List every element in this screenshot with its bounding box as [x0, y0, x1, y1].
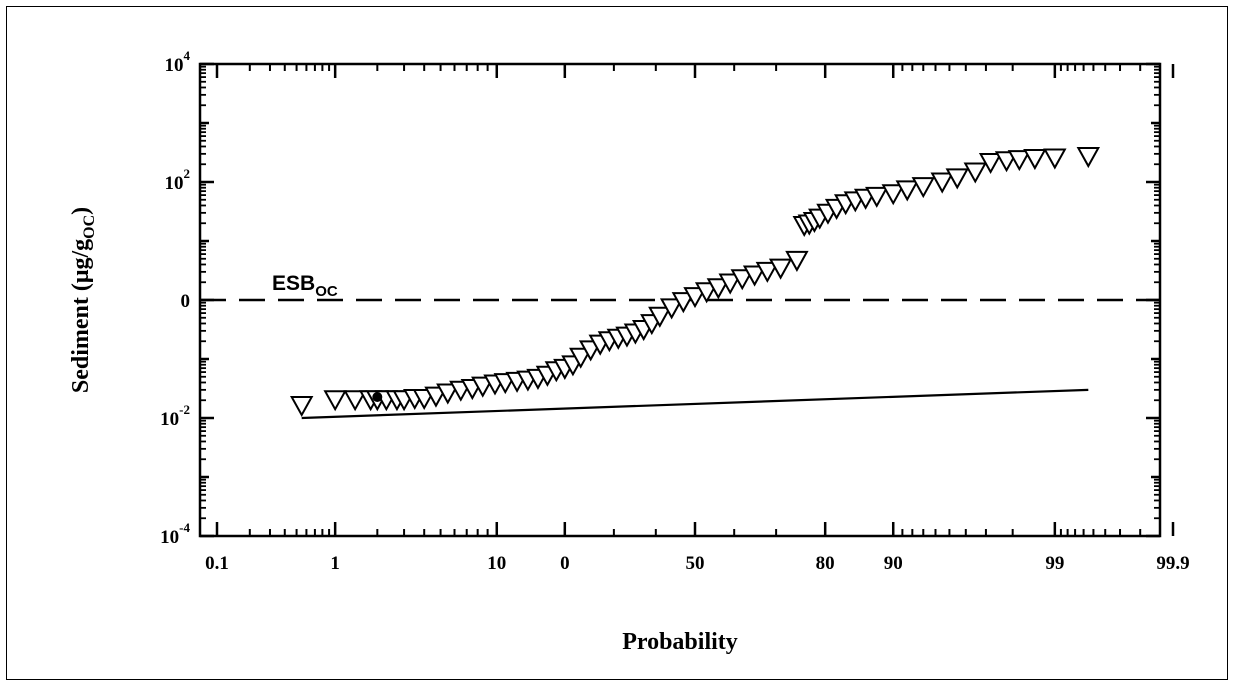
data-point-33	[648, 306, 672, 328]
data-markers	[289, 147, 1101, 418]
data-point-1	[323, 390, 347, 412]
data-point-63	[1007, 150, 1032, 172]
data-point-0	[289, 395, 314, 418]
data-point-66	[1076, 147, 1101, 169]
data-point-56	[895, 180, 919, 202]
data-point-39	[718, 273, 742, 295]
filled-data-point	[372, 391, 383, 402]
data-point-60	[963, 162, 987, 184]
y-tick-label-4: 104	[165, 48, 191, 76]
y-axis-title: Sediment (μg/gOC)	[68, 207, 98, 393]
data-point-2	[343, 390, 367, 412]
solid-reference-line	[301, 388, 1089, 420]
y-tick-label-3: 102	[165, 166, 191, 194]
x-tick-labels: 0.1 1 10 0 50 80 90 99 99.9	[205, 553, 1190, 574]
y-axis-title-close: )	[68, 207, 94, 215]
data-point-44	[785, 250, 809, 272]
esb-label-sub: OC	[315, 283, 338, 300]
data-point-54	[865, 186, 889, 208]
data-point-11	[436, 383, 460, 405]
data-point-59	[945, 168, 969, 190]
x-tick-label-0: 0.1	[205, 553, 229, 574]
data-point-43	[768, 258, 793, 280]
data-point-64	[1023, 149, 1047, 171]
data-point-36	[683, 287, 707, 309]
y-tick-label-0: 10-4	[160, 520, 190, 548]
x-tick-label-7: 99	[1045, 553, 1064, 574]
data-point-38	[706, 278, 731, 300]
y-axis-title-main: Sediment (μg/g	[68, 239, 94, 393]
x-axis-title: Probability	[622, 629, 738, 655]
data-point-40	[730, 269, 754, 291]
x-tick-label-2: 10	[487, 553, 506, 574]
data-point-65	[1043, 148, 1067, 170]
data-point-55	[881, 184, 905, 206]
axis-ticks	[200, 62, 1175, 538]
x-tick-label-8: 99.9	[1156, 553, 1189, 574]
y-tick-label-1: 10-2	[160, 402, 190, 430]
data-point-34	[659, 298, 684, 320]
data-point-61	[978, 152, 1003, 175]
data-point-58	[930, 172, 954, 194]
y-tick-label-2: 0	[181, 291, 191, 312]
x-tick-label-1: 1	[330, 553, 340, 574]
x-tick-label-6: 90	[884, 553, 903, 574]
y-axis-title-sub: OC	[81, 215, 98, 239]
data-point-37	[694, 282, 719, 304]
data-point-42	[755, 261, 780, 283]
data-point-41	[742, 265, 767, 287]
data-point-24	[569, 347, 593, 369]
data-point-35	[671, 292, 696, 314]
y-tick-labels: 10-4 10-2 0 102 104	[160, 48, 190, 548]
esb-label: ESBOC	[272, 272, 338, 300]
data-point-57	[911, 177, 935, 199]
esb-label-main: ESB	[272, 272, 315, 295]
x-tick-label-3: 0	[560, 553, 570, 574]
x-tick-label-4: 50	[686, 553, 705, 574]
x-tick-label-5: 80	[816, 553, 835, 574]
